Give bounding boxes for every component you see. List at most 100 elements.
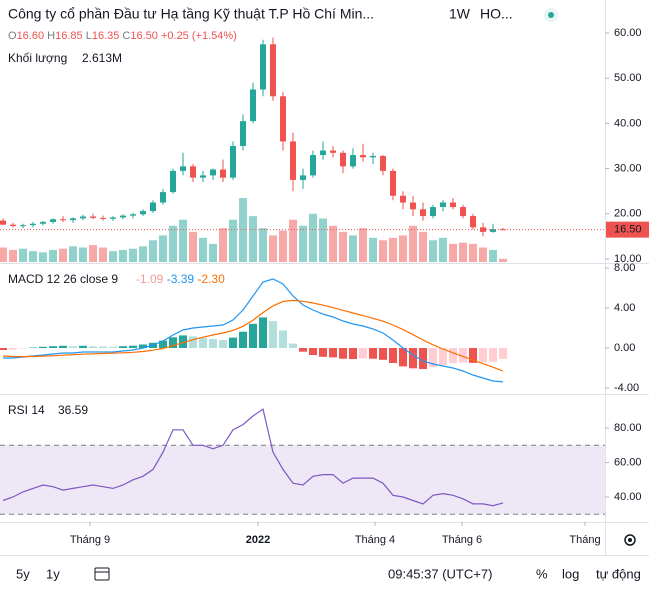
candle-body <box>390 170 396 196</box>
candle-body <box>450 202 456 208</box>
y-tick-label: 8.00 <box>614 262 635 274</box>
candle-body <box>230 146 236 178</box>
macd-histogram-bar <box>469 348 477 363</box>
macd-histogram-bar <box>79 345 87 348</box>
date-range-icon[interactable] <box>94 567 110 581</box>
macd-histogram-bar <box>299 348 307 352</box>
volume-bar <box>429 240 437 262</box>
macd-histogram-bar <box>329 348 337 358</box>
candle-body <box>240 121 246 147</box>
volume-bar <box>269 235 277 262</box>
volume-bar <box>449 243 457 262</box>
y-tick-label: 80.00 <box>614 422 642 434</box>
range-5y[interactable]: 5y <box>16 566 30 581</box>
macd-histogram-bar <box>169 337 177 348</box>
candle-body <box>110 217 116 219</box>
percent-toggle[interactable]: % <box>536 566 548 581</box>
candle-body <box>190 166 196 178</box>
macd-histogram-bar <box>109 346 117 348</box>
symbol-title[interactable]: Công ty cổ phần Đầu tư Hạ tầng Kỹ thuật … <box>8 6 374 22</box>
macd-histogram-bar <box>389 348 397 363</box>
macd-line <box>3 278 504 383</box>
volume-bar <box>59 248 67 262</box>
y-tick-label: 10.00 <box>614 253 642 265</box>
auto-toggle[interactable]: tự động <box>596 566 641 581</box>
volume-bar <box>409 225 417 262</box>
candle-body <box>370 155 376 158</box>
macd-histogram-bar <box>419 348 427 369</box>
macd-histogram-bar <box>9 348 17 350</box>
range-1y[interactable]: 1y <box>46 566 60 581</box>
volume-bar <box>329 225 337 262</box>
macd-histogram-bar <box>359 348 367 359</box>
macd-histogram-bar <box>139 344 147 348</box>
candle-body <box>440 202 446 208</box>
candle-body <box>270 44 276 97</box>
volume-bar <box>399 235 407 262</box>
volume-bar <box>249 216 257 262</box>
volume-bar <box>49 249 57 262</box>
candle-body <box>490 229 496 232</box>
candle-body <box>470 216 476 228</box>
candle-body <box>100 217 106 219</box>
volume-bar <box>69 246 77 262</box>
candle-body <box>380 155 386 171</box>
candle-body <box>170 170 176 193</box>
candle-body <box>210 169 216 176</box>
volume-bar <box>129 248 137 262</box>
macd-histogram-bar <box>259 317 267 348</box>
volume-bar <box>39 252 47 262</box>
candle-body <box>150 202 156 212</box>
candle-body <box>200 175 206 178</box>
macd-histogram-bar <box>369 348 377 359</box>
x-tick-label: 2022 <box>246 534 270 546</box>
candle-body <box>410 202 416 210</box>
clock[interactable]: 09:45:37 (UTC+7) <box>388 566 492 581</box>
candle-body <box>120 215 126 218</box>
macd-histogram-bar <box>129 345 137 348</box>
interval[interactable]: 1W <box>449 6 471 22</box>
macd-histogram-bar <box>459 348 467 363</box>
y-tick-label: 50.00 <box>614 72 642 84</box>
rsi-label: RSI 14 <box>8 403 45 417</box>
volume-bar <box>309 213 317 262</box>
volume-bar <box>479 247 487 262</box>
y-tick-label: 40.00 <box>614 117 642 129</box>
macd-histogram-bar <box>449 348 457 364</box>
last-price-label: 16.50 <box>614 224 642 236</box>
volume-bar <box>119 249 127 262</box>
settings-icon[interactable] <box>624 534 636 546</box>
macd-histogram-bar <box>199 337 207 348</box>
volume-bar <box>319 218 327 262</box>
y-tick-label: 4.00 <box>614 302 635 314</box>
macd-histogram-bar <box>0 348 7 350</box>
candle-body <box>30 223 36 226</box>
y-tick-label: 60.00 <box>614 27 642 39</box>
macd-histogram-bar <box>429 348 437 368</box>
macd-histogram-bar <box>209 339 217 348</box>
candle-body <box>90 216 96 218</box>
macd-histogram-bar <box>339 348 347 359</box>
y-tick-label: 0.00 <box>614 342 635 354</box>
candle-body <box>320 150 326 156</box>
x-tick-label: Tháng 4 <box>355 534 395 546</box>
ohlc-key: C <box>122 30 130 42</box>
macd-legend-values: -1.09 -3.39 -2.30 <box>136 272 225 286</box>
volume-bar <box>0 247 7 262</box>
ohlc-value: 16.85 <box>55 30 83 42</box>
candle-body <box>60 219 66 221</box>
volume-bar <box>379 240 387 262</box>
volume-bar <box>289 219 297 262</box>
exchange[interactable]: HO... <box>480 6 513 22</box>
log-toggle[interactable]: log <box>562 566 579 581</box>
candle-body <box>130 214 136 216</box>
volume-bar <box>169 225 177 262</box>
ohlc-change: +0.25 (+1.54%) <box>161 30 237 42</box>
volume-bar <box>279 230 287 262</box>
macd-legend-value: -2.30 <box>197 272 225 286</box>
macd-histogram-bar <box>229 337 237 348</box>
ohlc-key: O <box>8 30 17 42</box>
volume-bar <box>99 247 107 262</box>
candle-body <box>340 152 346 167</box>
